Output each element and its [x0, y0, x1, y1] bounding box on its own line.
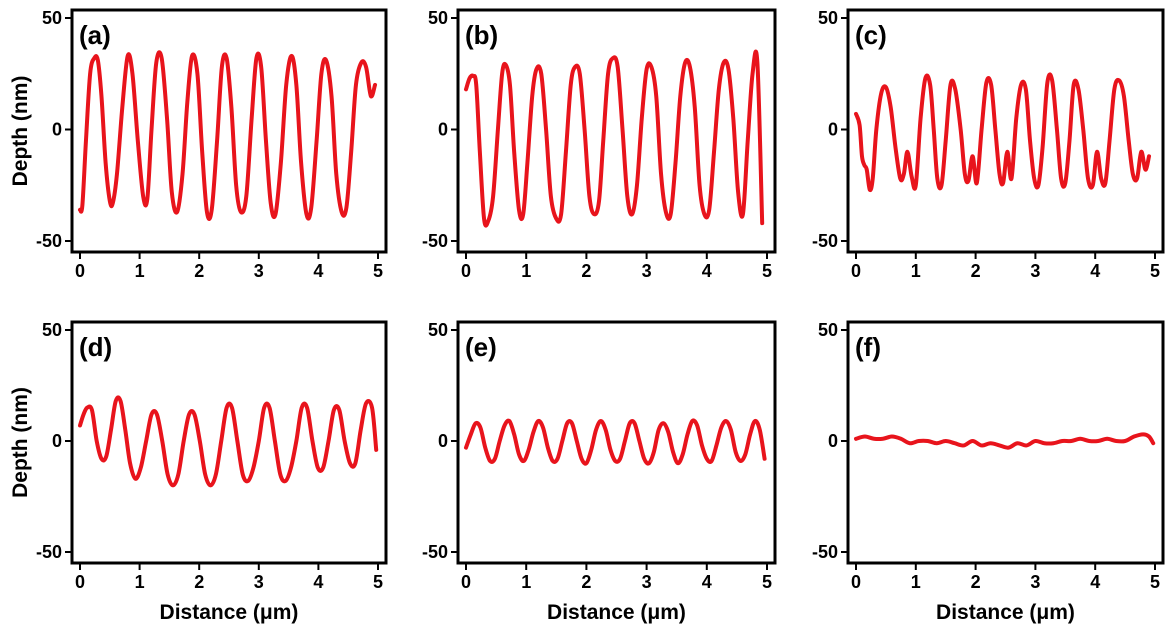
- panel-b-x-tick-label: 4: [702, 261, 712, 281]
- panel-f-x-axis-label: Distance (μm): [936, 601, 1075, 624]
- panel-b-label: (b): [465, 20, 498, 50]
- panel-b-x-tick-label: 0: [461, 261, 471, 281]
- panel-d-y-tick-label: 0: [52, 431, 62, 451]
- panel-e-x-tick-label: 2: [581, 572, 591, 592]
- panel-d-series-line: [78, 395, 379, 488]
- panel-e-frame: [456, 320, 777, 565]
- panel-e: 0 1 2 3 4 5 50 0 -50 (e) Distance (μm): [422, 320, 777, 624]
- panel-d-y-axis-label: Depth (nm): [9, 387, 32, 498]
- panel-b-y-tick-label: 50: [428, 8, 448, 28]
- panel-c: 0 1 2 3 4 5 50 0 -50 (c): [812, 8, 1165, 281]
- panel-e-x-axis-label: Distance (μm): [547, 601, 686, 624]
- panel-e-x-tick-label: 5: [762, 572, 772, 592]
- panel-e-label: (e): [465, 332, 497, 362]
- panel-c-x-tick-label: 5: [1150, 261, 1160, 281]
- panel-b-x-tick-label: 3: [642, 261, 652, 281]
- panel-a-x-tick-label: 1: [135, 261, 145, 281]
- panel-c-x-tick-label: 1: [911, 261, 921, 281]
- panel-f-y-tick-label: 0: [828, 431, 838, 451]
- panel-b-x-tick-label: 5: [762, 261, 772, 281]
- panel-f-x-tick-label: 4: [1090, 572, 1100, 592]
- panel-c-x-tick-label: 4: [1090, 261, 1100, 281]
- panel-c-frame: [846, 8, 1165, 254]
- panel-a-frame: [70, 8, 388, 254]
- panel-a-y-axis-label: Depth (nm): [9, 76, 32, 187]
- panel-e-y-tick-label: 0: [438, 431, 448, 451]
- panel-e-series-line: [464, 418, 767, 466]
- panel-a-x-tick-label: 2: [194, 261, 204, 281]
- panel-d-label: (d): [79, 332, 112, 362]
- panel-a-label: (a): [79, 20, 111, 50]
- panel-c-x-tick-label: 0: [851, 261, 861, 281]
- panel-a-x-tick-label: 3: [254, 261, 264, 281]
- panel-f-x-tick-label: 2: [971, 572, 981, 592]
- panel-f-x-tick-label: 3: [1030, 572, 1040, 592]
- panel-e-x-tick-label: 1: [521, 572, 531, 592]
- panel-f-frame: [846, 320, 1165, 565]
- panel-c-y-tick-label: -50: [812, 231, 838, 251]
- panel-a-x-tick-label: 5: [373, 261, 383, 281]
- panel-c-label: (c): [855, 20, 887, 50]
- panel-f-label: (f): [855, 332, 881, 362]
- panel-c-x-tick-label: 2: [971, 261, 981, 281]
- panel-a-y-tick-label: -50: [36, 231, 62, 251]
- panel-d-x-tick-label: 3: [254, 572, 264, 592]
- panel-e-x-tick-label: 4: [702, 572, 712, 592]
- panel-f-y-tick-label: 50: [818, 320, 838, 340]
- panel-d-y-tick-label: 50: [42, 320, 62, 340]
- panel-d-frame: [70, 320, 388, 565]
- panel-f-x-tick-label: 1: [911, 572, 921, 592]
- panel-f-y-tick-label: -50: [812, 542, 838, 562]
- panel-d-y-tick-label: -50: [36, 542, 62, 562]
- panel-c-y-tick-label: 50: [818, 8, 838, 28]
- panel-d-x-tick-label: 2: [194, 572, 204, 592]
- panel-d-x-tick-label: 5: [373, 572, 383, 592]
- panel-a-y-tick-label: 50: [42, 8, 62, 28]
- panel-f-series-line: [854, 432, 1156, 450]
- panel-c-x-tick-label: 3: [1030, 261, 1040, 281]
- panel-a-x-tick-label: 4: [313, 261, 323, 281]
- panel-c-y-tick-label: 0: [828, 120, 838, 140]
- panel-e-y-tick-label: 50: [428, 320, 448, 340]
- panel-b-series-line: [464, 49, 765, 228]
- panel-b-x-tick-label: 2: [581, 261, 591, 281]
- panel-b-y-tick-label: 0: [438, 120, 448, 140]
- panel-d-x-tick-label: 1: [135, 572, 145, 592]
- panel-a-series-line: [78, 50, 378, 221]
- panel-e-x-tick-label: 0: [461, 572, 471, 592]
- panel-b-frame: [456, 8, 777, 254]
- panel-e-x-tick-label: 3: [642, 572, 652, 592]
- panel-d-x-tick-label: 0: [75, 572, 85, 592]
- panel-f-x-tick-label: 0: [851, 572, 861, 592]
- panel-f-x-tick-label: 5: [1150, 572, 1160, 592]
- panel-f: 0 1 2 3 4 5 50 0 -50 (f) Distance (μm): [812, 320, 1165, 624]
- panel-d-x-tick-label: 4: [313, 572, 323, 592]
- panel-a-y-tick-label: 0: [52, 120, 62, 140]
- panel-b: 0 1 2 3 4 5 50 0 -50 (b): [422, 8, 777, 281]
- panel-a-x-tick-label: 0: [75, 261, 85, 281]
- panel-e-y-tick-label: -50: [422, 542, 448, 562]
- panel-a: 0 1 2 3 4 5 50 0 -50 (a) Depth (nm): [9, 8, 388, 281]
- panel-d-x-axis-label: Distance (μm): [160, 601, 299, 624]
- panel-d: 0 1 2 3 4 5 50 0 -50 (d) Depth (nm) Distance (μm): [9, 320, 388, 624]
- panel-c-series-line: [854, 72, 1152, 193]
- panel-b-x-tick-label: 1: [521, 261, 531, 281]
- panel-b-y-tick-label: -50: [422, 231, 448, 251]
